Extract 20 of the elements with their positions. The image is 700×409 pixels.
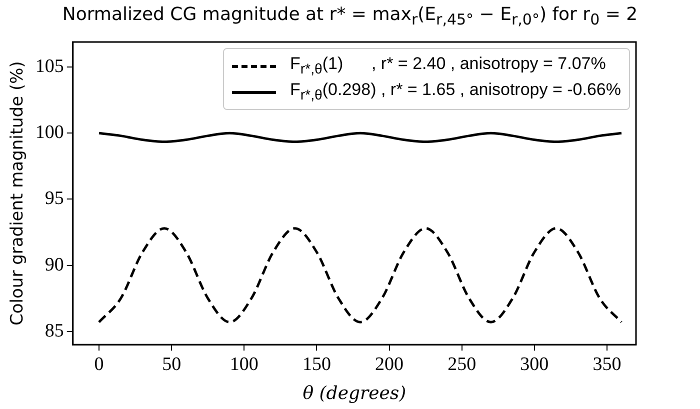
y-tick-label: 105 <box>35 56 64 78</box>
x-tick-label: 250 <box>448 354 476 375</box>
legend-label: F$_{r*,θ}$(0.298) , r* = 1.65 , anisotropy = -0.66% <box>290 80 621 104</box>
y-axis-title: Colour gradient magnitude (%) <box>8 61 28 326</box>
x-tick-label: 50 <box>162 354 182 375</box>
legend-label: F$_{r*,θ}$(1) , r* = 2.40 , anisotropy = 7.07% <box>290 54 606 78</box>
x-tick-label: 0 <box>94 354 104 375</box>
y-tick-label: 95 <box>44 188 64 210</box>
x-axis-title: θ (degrees) <box>302 382 406 404</box>
chart-title: Normalized CG magnitude at r* = max$_{r}$(E$_{r,45°}$ − E$_{r,0°}$) for r$_{0}$ = 2 <box>62 4 638 29</box>
line-series <box>98 227 623 324</box>
line-series <box>98 132 623 144</box>
x-tick-label: 300 <box>520 354 549 375</box>
y-tick-label: 100 <box>35 122 64 144</box>
x-tick-label: 200 <box>375 354 404 375</box>
x-tick-label: 100 <box>230 354 258 375</box>
x-tick-label: 350 <box>592 354 622 375</box>
y-tick-label: 85 <box>44 320 64 342</box>
y-tick-label: 90 <box>44 254 64 276</box>
x-tick-label: 150 <box>302 354 331 375</box>
